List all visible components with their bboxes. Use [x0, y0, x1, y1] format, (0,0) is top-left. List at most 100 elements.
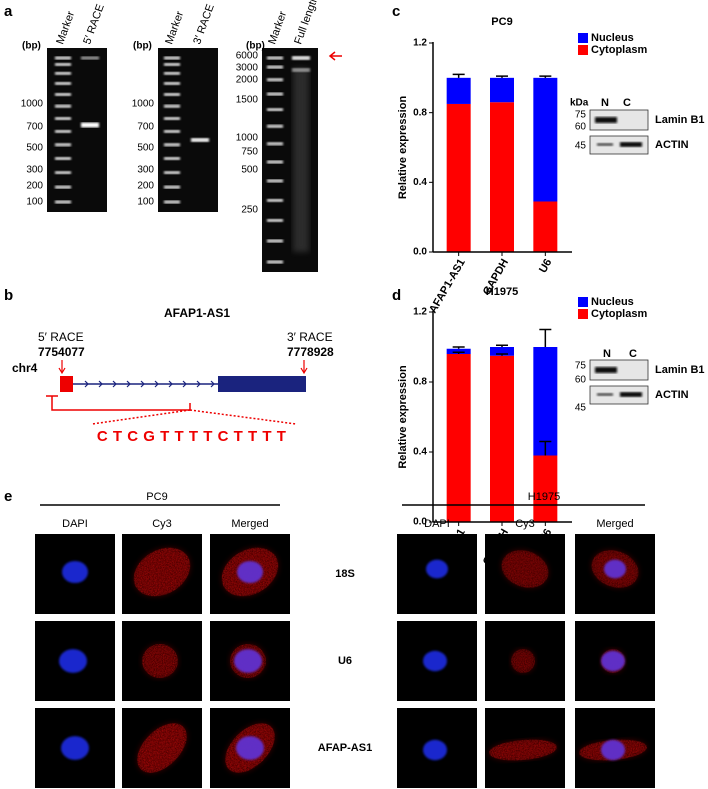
dapi-nucleus [601, 739, 625, 761]
product-band [191, 138, 209, 142]
channel-label: DAPI [424, 518, 450, 530]
chevron [168, 380, 173, 388]
dapi-nucleus [601, 650, 625, 672]
ladder-band [267, 260, 283, 264]
ladder-band [55, 104, 71, 108]
lane-label: 5′ RACE [81, 3, 107, 46]
bar-segment [490, 355, 514, 522]
dapi-nucleus [62, 560, 88, 584]
bracket [46, 395, 191, 411]
race-label: 5′ RACE [38, 330, 84, 344]
ladder-band [164, 143, 180, 147]
cell-line-label: H1975 [528, 491, 560, 503]
lane-label: Marker [163, 9, 186, 46]
protein-label: ACTIN [655, 389, 689, 401]
micrograph [210, 708, 290, 788]
chevron [210, 380, 215, 388]
ladder-band [55, 143, 71, 147]
probe-label: AFAP-AS1 [318, 742, 372, 754]
lane-label: C [629, 348, 637, 360]
ladder-label: 750 [241, 147, 258, 158]
micrograph [397, 621, 477, 701]
cy3-glow [511, 649, 535, 673]
ladder-label: 1500 [236, 95, 259, 106]
error-bar [496, 75, 508, 78]
ladder-band [164, 129, 180, 133]
dapi-nucleus [236, 736, 264, 760]
chevron [126, 380, 131, 388]
micrograph [122, 708, 202, 788]
ladder-band [267, 160, 283, 164]
error-bar [452, 351, 465, 354]
gene-title: AFAP1-AS1 [164, 306, 230, 320]
channel-label: Merged [231, 518, 268, 530]
gel-image [262, 48, 318, 272]
kda-label: 60 [575, 375, 587, 386]
micrograph [575, 708, 655, 788]
ladder-band [164, 171, 180, 175]
ladder-band [55, 62, 71, 66]
y-axis-label: Relative expression [397, 96, 409, 200]
probe-label: 18S [335, 568, 355, 580]
cell-line-label: PC9 [146, 491, 167, 503]
exon-5 [60, 376, 73, 392]
micrograph [35, 534, 115, 614]
ladder-band [55, 200, 71, 204]
ladder-band [267, 239, 283, 243]
micrograph [210, 534, 290, 614]
lane-label: Marker [54, 9, 77, 46]
chevron [182, 380, 187, 388]
product-band [81, 122, 99, 128]
dapi-nucleus [604, 559, 626, 579]
ladder-band [267, 56, 283, 60]
micrograph [397, 708, 477, 788]
channel-label: Cy3 [152, 518, 172, 530]
lane-label: C [623, 97, 631, 109]
ladder-band [267, 65, 283, 69]
ladder-band [267, 218, 283, 222]
micrograph [122, 621, 202, 701]
micrograph [485, 708, 565, 788]
panel-label: e [4, 488, 12, 505]
protein-label: ACTIN [655, 139, 689, 151]
chevron [112, 380, 117, 388]
kda-label: 75 [575, 361, 587, 372]
ladder-band [55, 171, 71, 175]
ladder-label: 1000 [21, 99, 44, 110]
bar-segment [533, 201, 558, 252]
chromosome: chr4 [12, 361, 38, 375]
error-bar [452, 73, 465, 78]
kda-label: 75 [575, 110, 587, 121]
gel-unit: (bp) [133, 41, 152, 52]
y-axis-label: Relative expression [397, 365, 409, 469]
legend-label: Nucleus [591, 32, 634, 44]
panel-label: c [392, 3, 400, 20]
legend-swatch [578, 309, 588, 319]
genomic-position: 7778928 [287, 345, 334, 359]
blot-strip [589, 385, 649, 405]
cy3-glow [137, 723, 187, 773]
error-bar [539, 328, 552, 347]
bar-segment [446, 103, 471, 252]
bar-segment [446, 77, 471, 104]
error-bar [496, 353, 508, 356]
race-label: 3′ RACE [287, 330, 333, 344]
channel-label: DAPI [62, 518, 88, 530]
blot-band [597, 393, 613, 396]
bar-segment [490, 102, 514, 252]
blot-strip [589, 359, 649, 381]
panel-label: a [4, 3, 13, 20]
lane-label: 3′ RACE [191, 3, 217, 46]
ladder-label: 300 [137, 165, 154, 176]
ladder-band [164, 200, 180, 204]
ladder-band [55, 185, 71, 189]
y-tick-label: 0.0 [413, 517, 427, 528]
ladder-label: 200 [26, 181, 43, 192]
product-band [292, 56, 310, 60]
blot-strip [589, 135, 649, 155]
legend-label: Cytoplasm [591, 44, 647, 56]
micrograph [210, 621, 290, 701]
bar-segment [490, 347, 514, 356]
kda-label: 60 [575, 122, 587, 133]
ladder-label: 6000 [236, 51, 259, 62]
